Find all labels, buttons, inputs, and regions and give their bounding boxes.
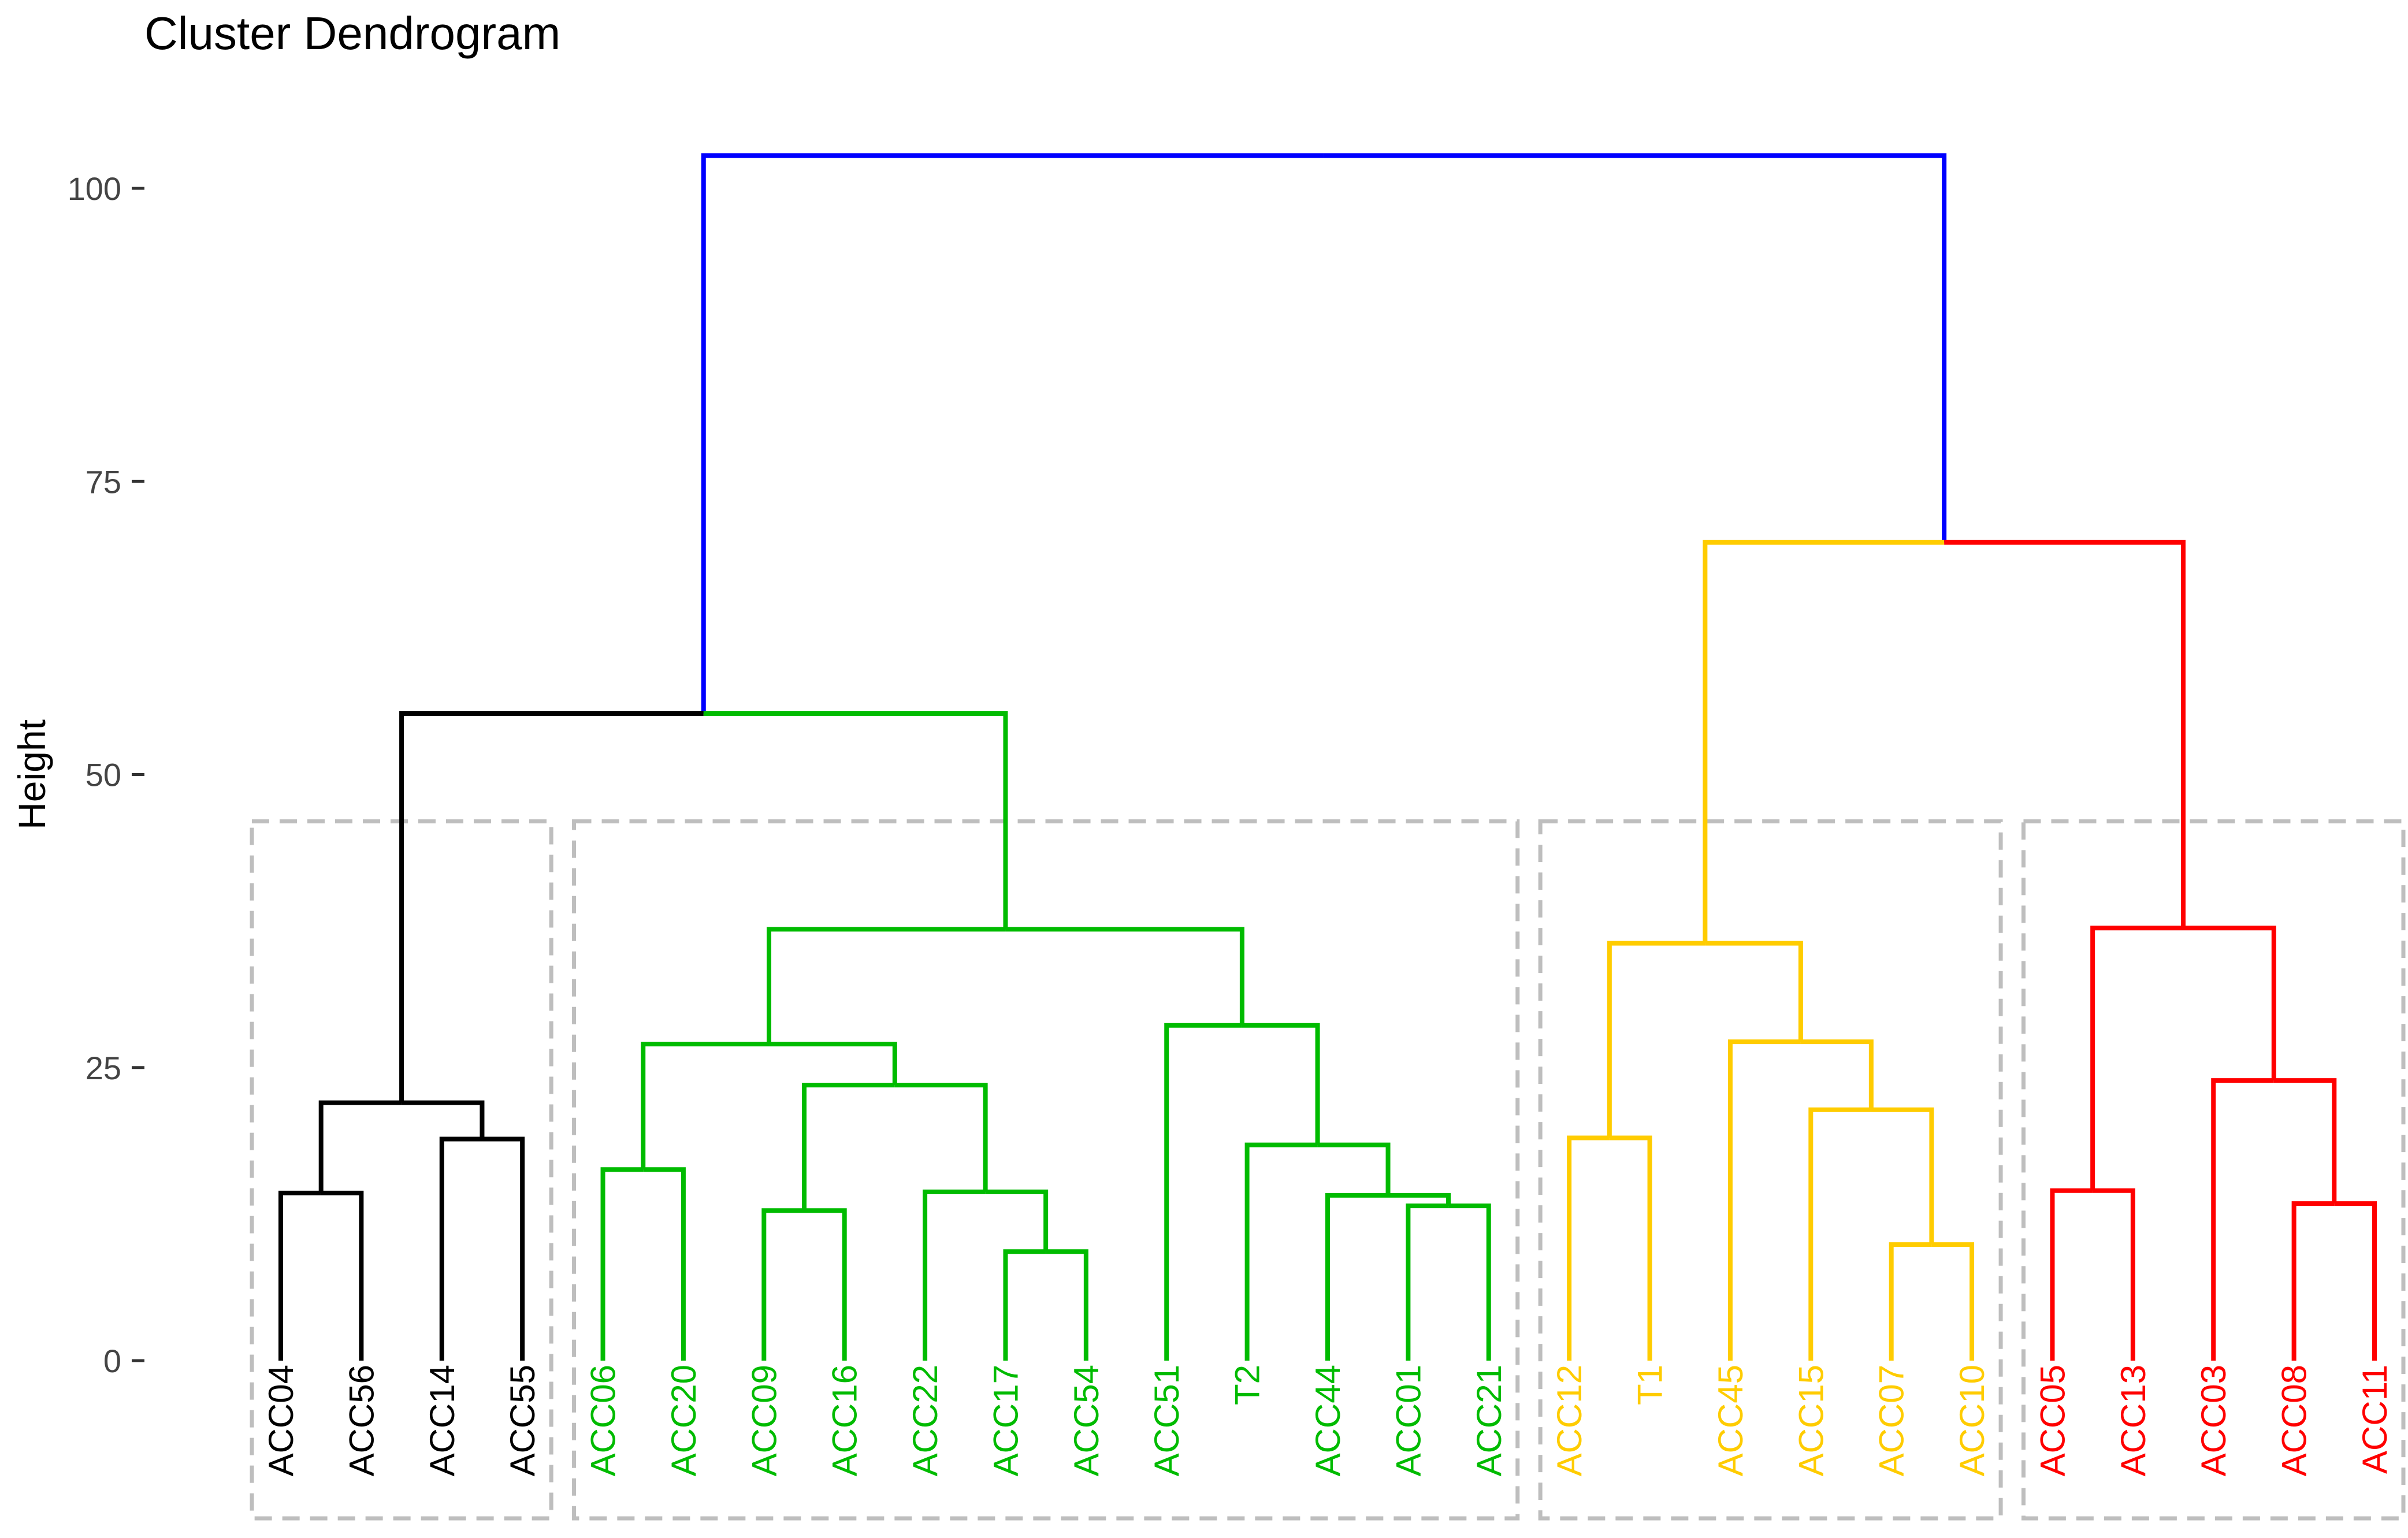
y-tick-label: 25 [86, 1050, 121, 1086]
dendrogram-branch [2211, 1078, 2274, 1361]
dendrogram-branch [1005, 927, 1244, 1026]
dendrogram-branch [1448, 1203, 1491, 1361]
dendrogram-branch [2183, 926, 2276, 1081]
leaf-label-acc11: ACC11 [2355, 1365, 2394, 1474]
dendrogram-branch [894, 1083, 988, 1192]
dendrogram-branch [769, 1042, 897, 1086]
leaf-label-acc16: ACC16 [826, 1365, 864, 1476]
dendrogram-branch [1871, 1107, 1934, 1245]
y-axis: 0 25 50 75 100 Height [10, 170, 144, 1379]
dendrogram-branch [767, 927, 1006, 1045]
leaf-label-acc21: ACC21 [1470, 1365, 1508, 1476]
y-tick-label: 75 [86, 463, 121, 500]
dendrogram-branch [321, 1190, 364, 1361]
dendrogram-branch [2273, 1078, 2337, 1204]
dendrogram-branch [402, 1100, 485, 1139]
dendrogram-branch [703, 711, 1008, 930]
leaf-label-acc56: ACC56 [342, 1365, 381, 1476]
cluster-boxes [250, 819, 2406, 1521]
dendrogram-branch [2050, 1188, 2093, 1361]
dendrogram-branch [1944, 540, 2186, 928]
dendrogram-branch [2090, 926, 2183, 1191]
y-tick-label: 0 [103, 1343, 121, 1379]
y-axis-title: Height [10, 719, 53, 830]
dendrogram-branch [278, 1190, 321, 1361]
leaf-label-acc12: ACC12 [1550, 1365, 1589, 1476]
dendrogram-branch [1705, 941, 1803, 1042]
dendrogram-branch [318, 1100, 402, 1193]
leaf-label-acc15: ACC15 [1792, 1365, 1830, 1476]
dendrogram-branch [1325, 1192, 1388, 1361]
dendrogram-branch [701, 153, 1324, 714]
dendrogram-branch [804, 1208, 847, 1361]
y-tick-label: 100 [68, 170, 121, 207]
cluster-box-3 [1538, 819, 2003, 1521]
leaf-labels: ACC04 ACC56 ACC14 ACC55 ACC06 ACC20 ACC09 ACC16… [262, 1365, 2394, 1476]
leaf-label-acc01: ACC01 [1389, 1365, 1428, 1476]
leaf-label-acc04: ACC04 [262, 1365, 300, 1476]
dendrogram-branch [1808, 1107, 1871, 1361]
dendrogram-branch [985, 1189, 1049, 1252]
leaf-label-acc17: ACC17 [986, 1365, 1025, 1476]
leaf-label-acc06: ACC06 [584, 1365, 623, 1476]
dendrogram-branch [1800, 1039, 1874, 1110]
dendrogram-branch [2334, 1201, 2377, 1361]
dendrogram-branch [482, 1136, 525, 1361]
leaf-label-acc22: ACC22 [906, 1365, 945, 1476]
leaf-label-t2: T2 [1228, 1365, 1267, 1405]
leaf-label-acc20: ACC20 [664, 1365, 703, 1476]
leaf-label-acc05: ACC05 [2033, 1365, 2072, 1476]
cluster-box-4 [2021, 819, 2406, 1521]
dendrogram-branch [1889, 1242, 1932, 1361]
chart-title: Cluster Dendrogram [144, 8, 561, 59]
leaf-label-acc45: ACC45 [1711, 1365, 1750, 1476]
dendrogram-branch [1703, 540, 1945, 943]
dendrogram-branch [1931, 1242, 1975, 1361]
leaf-label-acc51: ACC51 [1147, 1365, 1186, 1476]
dendrogram-branch [923, 1189, 986, 1361]
dendrogram-branch [1003, 1249, 1046, 1361]
dendrogram-branch [1727, 1039, 1801, 1361]
dendrogram-branch [1244, 1142, 1318, 1361]
leaf-label-acc03: ACC03 [2194, 1365, 2233, 1476]
leaf-label-acc55: ACC55 [503, 1365, 542, 1476]
leaf-label-acc08: ACC08 [2275, 1365, 2314, 1476]
leaf-label-acc13: ACC13 [2114, 1365, 2153, 1476]
dendrogram-branches [278, 153, 2377, 1361]
dendrogram-branch [1406, 1203, 1449, 1361]
leaf-label-acc44: ACC44 [1309, 1365, 1347, 1476]
dendrogram-branch [2093, 1188, 2135, 1361]
dendrogram-branch [1317, 1142, 1391, 1195]
dendrogram-branch [600, 1167, 644, 1361]
leaf-label-t1: T1 [1631, 1365, 1670, 1405]
dendrogram-branch [1609, 1135, 1652, 1361]
dendrogram-branch [641, 1042, 770, 1170]
leaf-label-acc09: ACC09 [745, 1365, 783, 1476]
dendrogram-branch [1242, 1023, 1320, 1145]
leaf-label-acc54: ACC54 [1067, 1365, 1106, 1476]
dendrogram-branch [439, 1136, 482, 1361]
leaf-label-acc10: ACC10 [1953, 1365, 1991, 1476]
dendrogram-branch [1164, 1023, 1242, 1361]
dendrogram-branch [1324, 153, 1947, 543]
dendrogram-branch [1567, 1135, 1610, 1361]
dendrogram-branch [761, 1208, 804, 1361]
leaf-label-acc14: ACC14 [423, 1365, 462, 1476]
dendrogram-branch [399, 711, 704, 1103]
y-tick-label: 50 [86, 757, 121, 793]
dendrogram-branch [1046, 1249, 1088, 1361]
dendrogram-branch [643, 1167, 686, 1361]
dendrogram-branch [2291, 1201, 2335, 1361]
leaf-label-acc07: ACC07 [1872, 1365, 1911, 1476]
dendrogram-branch [1607, 941, 1705, 1138]
cluster-box-2 [572, 819, 1520, 1521]
dendrogram-branch [802, 1083, 895, 1211]
dendrogram-branch [1388, 1192, 1451, 1206]
